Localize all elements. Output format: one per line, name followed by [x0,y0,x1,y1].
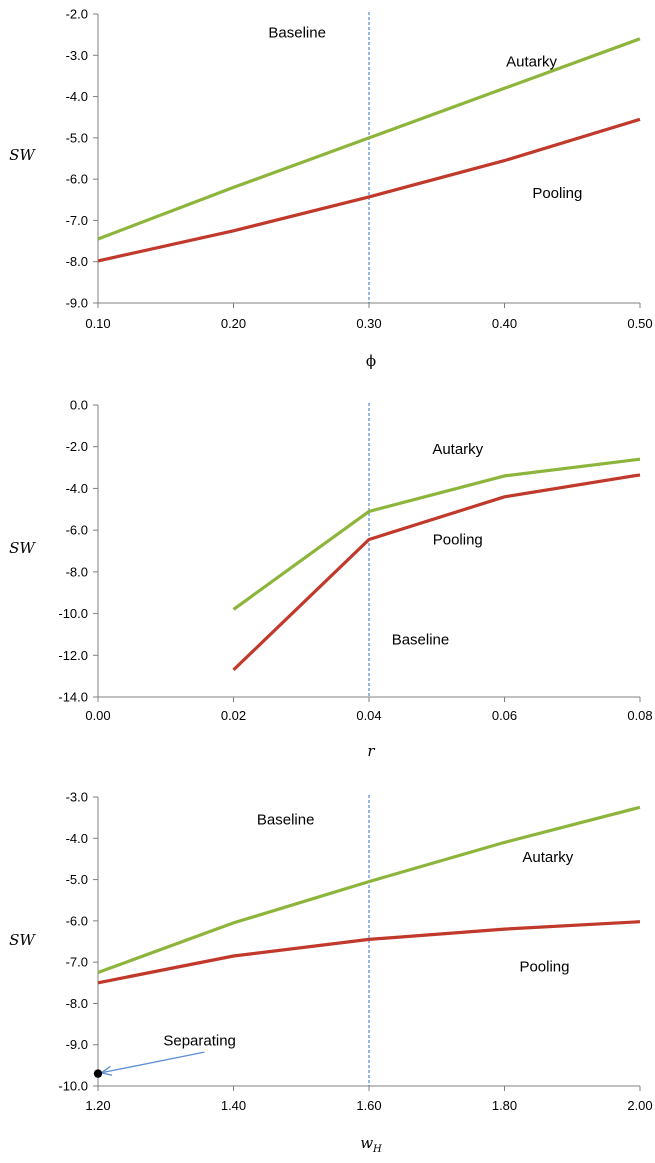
annotation-label: Baseline [257,812,315,829]
y-tick-label: -10.0 [58,606,88,621]
x-tick-label: 0.06 [492,708,517,723]
y-tick-label: -5.0 [66,872,88,887]
x-tick-label: 1.80 [492,1098,517,1113]
y-tick-label: -8.0 [66,996,88,1011]
y-tick-label: -2.0 [66,439,88,454]
y-tick-label: -7.0 [66,955,88,970]
y-tick-label: -4.0 [66,831,88,846]
annotation-label: Baseline [392,632,450,649]
series-line-autarky [97,37,641,241]
x-tick-label: 2.00 [627,1098,652,1113]
x-axis-label: ϕ [366,352,376,370]
x-tick-label: 0.10 [85,316,110,331]
x-tick-label: 0.40 [492,316,517,331]
y-tick-label: -5.0 [66,130,88,145]
y-tick-label: -14.0 [58,690,88,705]
annotation-label: Separating [163,1033,236,1050]
x-axis-label-main: r [367,742,375,760]
series-line-pooling [232,473,641,672]
y-axis-label: SW [9,931,36,949]
y-tick-label: -2.0 [66,7,88,22]
x-axis-label-subscript: H [372,1144,382,1155]
annotation-label: Pooling [433,532,483,549]
chart-panel-2: 0.0 -2.0 -4.0 -6.0 -8.0 -10.0 -12.0 -14.0 0.00 0.… [9,398,653,761]
y-axis-label: SW [9,146,36,164]
y-tick-label: -9.0 [66,1037,88,1052]
x-tick-label: 1.60 [356,1098,381,1113]
y-tick-label: -8.0 [66,564,88,579]
x-axis-label: wH [360,1134,382,1155]
x-axis-label: r [367,742,375,760]
y-tick-label: -6.0 [66,523,88,538]
y-tick-label: -6.0 [66,172,88,187]
chart-panel-3: -3.0 -4.0 -5.0 -6.0 -7.0 -8.0 -9.0 -10.0 1.20 1.4… [9,790,653,1156]
y-tick-label: -7.0 [66,213,88,228]
y-tick-label: -4.0 [66,481,88,496]
annotation-label: Pooling [532,185,582,202]
y-tick-label: -12.0 [58,648,88,663]
chart-panel-1: -2.0 -3.0 -4.0 -5.0 -6.0 -7.0 -8.0 -9.0 0.10 0.20… [9,7,653,371]
y-tick-label: -4.0 [66,89,88,104]
x-axis-label-main: ϕ [366,352,376,370]
y-tick-label: -3.0 [66,790,88,805]
separating-arrow [101,1051,205,1074]
x-tick-label: 0.30 [356,316,381,331]
series-line-pooling [97,920,641,985]
x-tick-label: 1.20 [85,1098,110,1113]
x-tick-label: 0.00 [85,708,110,723]
x-axis-label-main: w [360,1134,373,1152]
annotation-label: Autarky [506,53,557,70]
series-line-autarky [232,457,641,611]
x-tick-label: 1.40 [221,1098,246,1113]
y-tick-label: -3.0 [66,48,88,63]
annotation-label: Autarky [432,441,483,458]
y-tick-label: 0.0 [70,398,88,413]
y-tick-label: -8.0 [66,254,88,269]
y-tick-label: -9.0 [66,296,88,311]
y-tick-label: -6.0 [66,913,88,928]
separating-point [93,1069,103,1078]
annotation-label: Autarky [522,849,573,866]
x-tick-label: 0.08 [627,708,652,723]
series-line-pooling [97,117,641,263]
x-tick-label: 0.20 [221,316,246,331]
y-tick-label: -10.0 [58,1079,88,1094]
y-axis-label: SW [9,539,36,557]
annotation-label: Baseline [268,25,326,42]
annotation-label: Pooling [519,958,569,975]
x-tick-label: 0.50 [627,316,652,331]
x-tick-label: 0.02 [221,708,246,723]
x-tick-label: 0.04 [356,708,381,723]
series-line-autarky [97,805,641,975]
